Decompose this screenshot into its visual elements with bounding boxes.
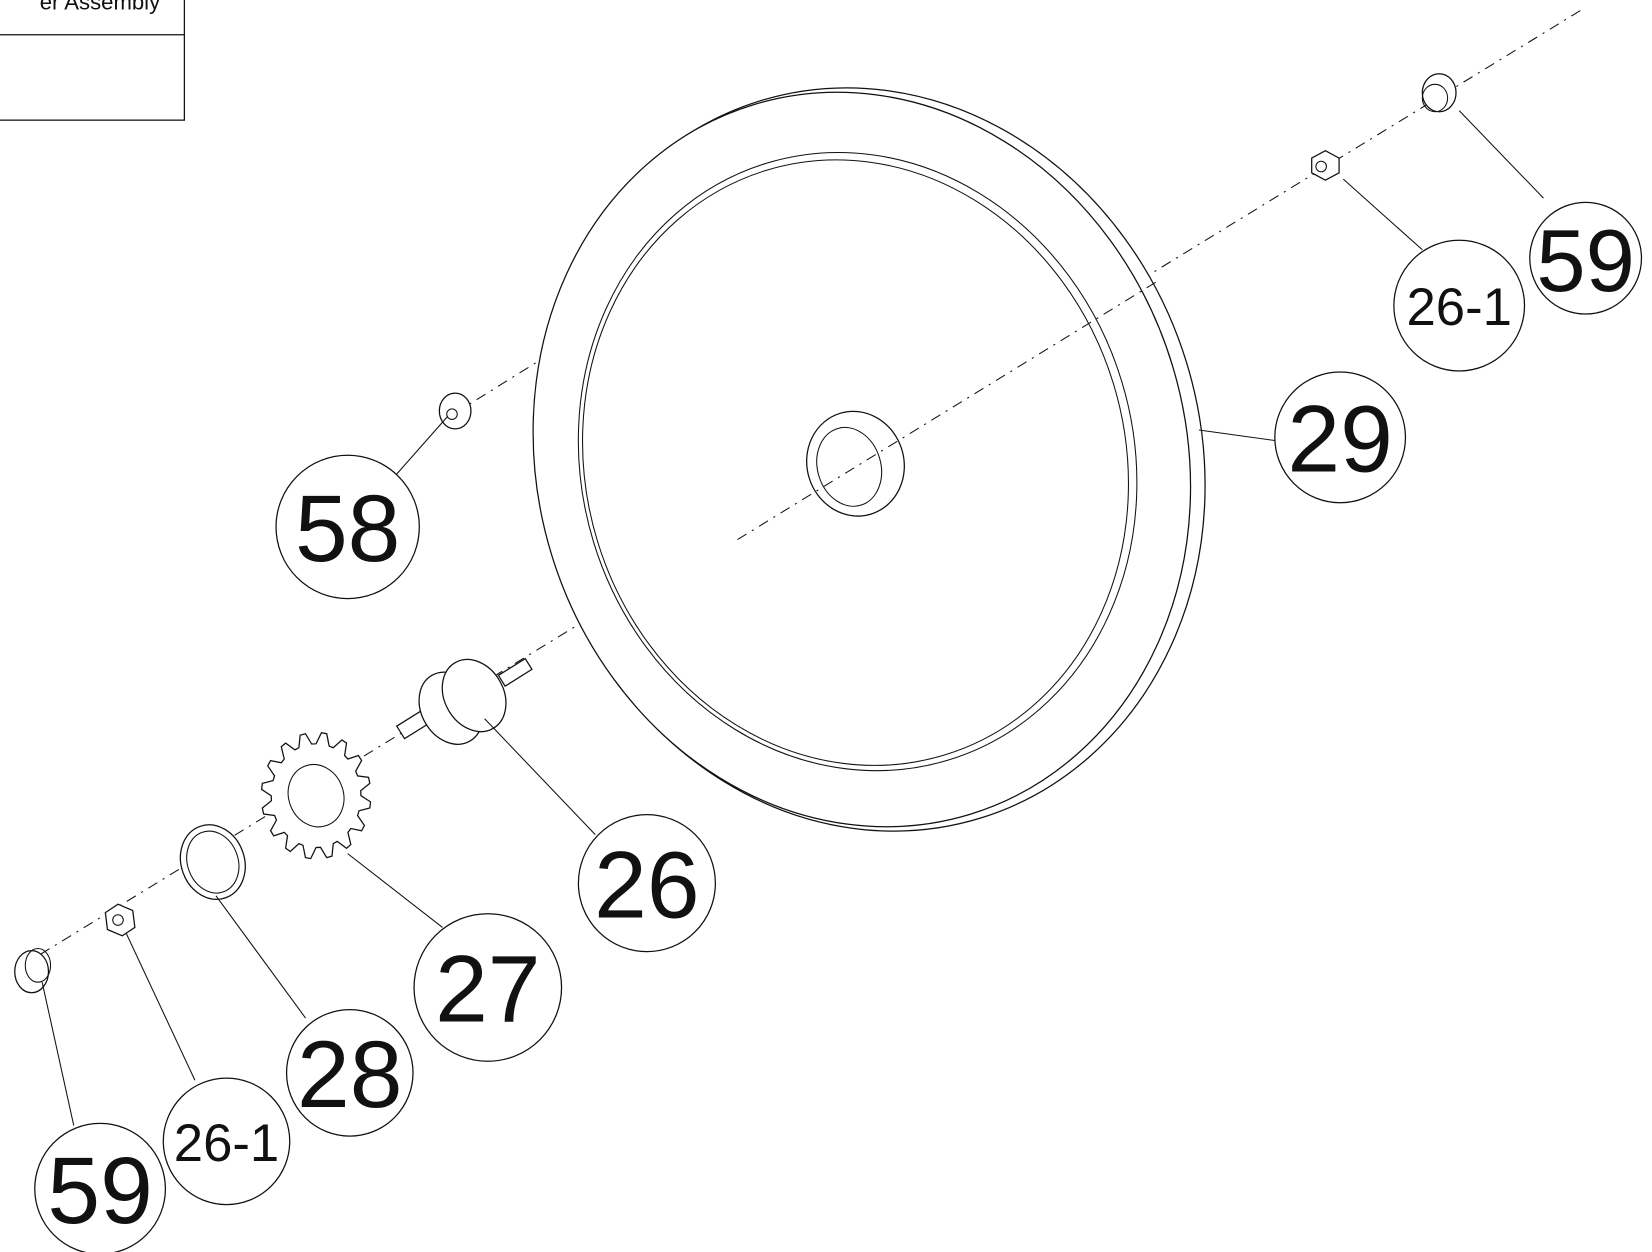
cap-nut-right [1422, 74, 1456, 112]
exploded-diagram: er Assembly 5926-1295826 [0, 0, 1652, 1252]
leader-line [348, 854, 443, 928]
sprocket-27 [262, 733, 371, 859]
title-box-text: er Assembly [40, 0, 161, 15]
title-box-frame [0, 0, 184, 120]
washer-28 [170, 816, 255, 909]
leader-line [126, 934, 194, 1080]
leader-line [1459, 111, 1543, 198]
callout-label: 26 [594, 832, 699, 938]
callout-label: 28 [297, 1022, 402, 1128]
wheel [443, 4, 1296, 915]
nut-left [105, 904, 135, 936]
leader-line [1199, 430, 1275, 441]
callout: 59 [35, 982, 166, 1252]
leader-line [392, 416, 448, 479]
callout-label: 59 [47, 1138, 152, 1244]
callout-label: 27 [435, 937, 540, 1043]
spacer-58 [439, 393, 471, 429]
callout-label: 26-1 [174, 1114, 279, 1173]
leader-line [42, 982, 74, 1125]
callout: 26-1 [1343, 179, 1524, 371]
callout-label: 59 [1536, 211, 1634, 310]
axle-26 [397, 648, 532, 756]
callout: 26 [485, 719, 716, 952]
callout-label: 26-1 [1406, 278, 1511, 337]
leader-line [1343, 179, 1422, 250]
leader-line [216, 896, 306, 1018]
callout: 58 [276, 416, 448, 598]
callout: 29 [1199, 372, 1406, 503]
title-box: er Assembly [0, 0, 184, 120]
page: {"title_box": {"text": "er Assembly"}, "… [0, 0, 1652, 1252]
leader-line [485, 719, 596, 835]
callout-label: 58 [295, 476, 400, 582]
callout-label: 29 [1287, 386, 1392, 492]
